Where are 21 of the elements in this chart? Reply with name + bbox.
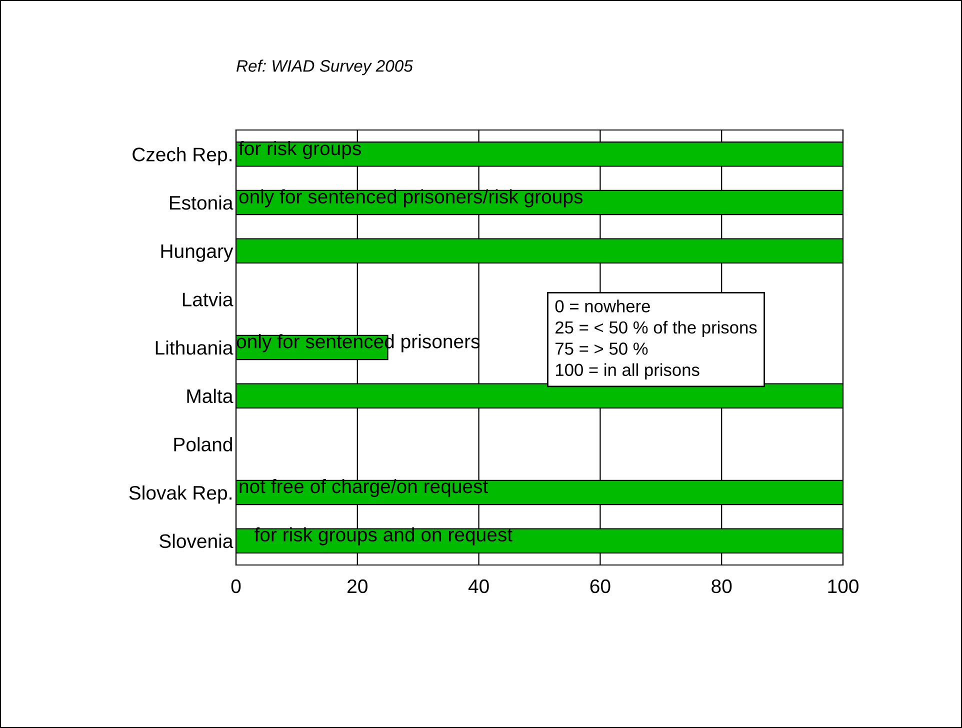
y-tick-label: Latvia: [182, 292, 234, 306]
y-tick-label: Slovenia: [160, 534, 234, 548]
y-tick-label: Slovak Rep.: [129, 485, 232, 504]
y-tick-label: Lithuania: [156, 340, 234, 355]
y-tick-label: Poland: [174, 437, 232, 452]
x-tick-label: 80: [712, 579, 732, 594]
y-tick-label: Hungary: [161, 244, 234, 262]
x-tick-label: 100: [828, 579, 858, 594]
y-tick-label: Estonia: [170, 195, 234, 210]
annotation: 0 = nowhere 25 = < 50 % of the prisons 75 = > 50 % 100 = in all prisons: [555, 300, 757, 380]
x-tick-label: 20: [348, 579, 368, 594]
annotation: for risk groups: [238, 140, 361, 160]
annotation: for risk groups and on request: [254, 527, 512, 546]
chart-title: Ref: WIAD Survey 2005: [236, 60, 413, 76]
annotation: only for sentenced prisoners/risk groups: [239, 189, 582, 208]
annotation: not free of charge/on request: [240, 478, 488, 498]
x-tick-label: 60: [590, 579, 610, 594]
x-tick-label: 0: [231, 579, 241, 594]
x-tick-label: 40: [468, 579, 489, 594]
y-tick-label: Malta: [187, 388, 234, 404]
y-tick-label: Czech Rep.: [132, 147, 232, 166]
